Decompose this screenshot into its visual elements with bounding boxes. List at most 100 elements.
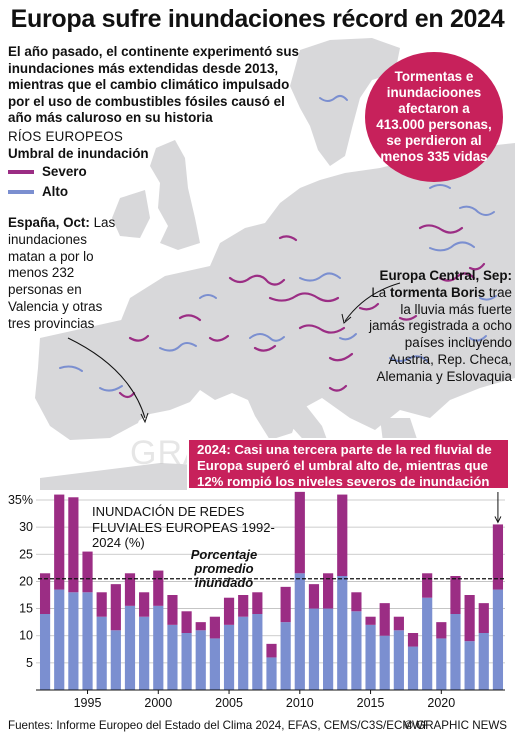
bar-severe [139, 592, 150, 617]
bar-severe [68, 497, 79, 593]
bar-high [266, 657, 277, 690]
average-label: Porcentaje promedio inundado [186, 548, 262, 590]
bar-severe [209, 616, 220, 639]
x-tick-label: 2000 [144, 696, 172, 710]
bar-severe [464, 595, 475, 642]
land-ireland [112, 190, 150, 238]
bar-high [167, 624, 178, 690]
bar-severe [365, 616, 376, 625]
bar-severe [337, 494, 348, 576]
legend-heading: RÍOS EUROPEOS [8, 129, 123, 144]
bar-severe [294, 491, 305, 574]
bar-high [110, 630, 121, 690]
spain-arrowhead [140, 412, 149, 424]
average-label-line1: Porcentaje [190, 547, 258, 562]
axis-layer: 5 10 15 20 25 30 35% 1995 2000 2005 2010 2015 2020 [8, 492, 505, 710]
bar-high [393, 630, 404, 690]
bar-severe [379, 603, 390, 636]
spain-arrow [67, 337, 146, 419]
casualties-text: Tormentas e inundacioones afectaron a 41… [376, 69, 492, 164]
y-tick-label: 25 [19, 547, 33, 561]
central-europe-annotation: Europa Central, Sep: La tormenta Boris t… [362, 268, 512, 386]
bar-high [181, 633, 192, 690]
bar-high [365, 624, 376, 690]
bar-high [82, 592, 93, 690]
land-britain [150, 140, 200, 250]
bar-high [68, 592, 79, 690]
bar-high [436, 638, 447, 690]
bar-severe [393, 616, 404, 631]
bar-severe [110, 584, 121, 631]
bar-severe [167, 595, 178, 625]
average-label-line2: promedio [194, 561, 254, 576]
y-tick-label: 20 [19, 574, 33, 588]
bar-severe [96, 592, 107, 617]
legend-item-severe: Severo [8, 164, 87, 179]
bar-severe [252, 592, 263, 614]
footer: Fuentes: Informe Europeo del Estado del … [0, 716, 515, 736]
flood-bar-chart: 5 10 15 20 25 30 35% 1995 2000 2005 2010 2015 2020 [8, 491, 505, 710]
rivers-severe [118, 224, 486, 399]
spain-annotation: España, Oct: Las inundaciones matan a po… [8, 215, 126, 333]
y-tick-label: 15 [19, 602, 33, 616]
legend-label-high: Alto [42, 184, 69, 199]
bar-severe [223, 597, 235, 625]
bar-high [238, 616, 249, 690]
legend-swatch-severe [8, 169, 34, 174]
bar-high [450, 614, 461, 690]
y-tick-label: 5 [26, 656, 33, 670]
average-label-line3: inundado [194, 575, 254, 590]
bar-severe [124, 573, 136, 606]
legend-swatch-high [8, 189, 34, 194]
x-tick-label: 2010 [286, 696, 314, 710]
y-tick-label: 35% [8, 493, 33, 507]
bar-high [337, 576, 348, 690]
footer-source: Fuentes: Informe Europeo del Estado del … [8, 719, 431, 732]
bar-high [492, 589, 504, 690]
bars-layer [39, 491, 504, 690]
spain-annotation-text: Las inundaciones matan a por lo menos 23… [8, 215, 116, 331]
bar-high [39, 614, 51, 690]
bar-severe [308, 584, 320, 609]
bar-high [54, 589, 65, 690]
bar-high [323, 608, 334, 690]
spain-annotation-title: España, Oct: [8, 215, 90, 230]
bar-high [153, 605, 164, 690]
central-arrow [344, 282, 401, 322]
bar-high [294, 573, 305, 690]
bar-severe [82, 551, 93, 593]
bar-high [96, 616, 107, 690]
bar-high [478, 633, 489, 690]
bar-high [280, 622, 291, 690]
y-tick-label: 30 [19, 520, 33, 534]
callout-2024: 2024: Casi una tercera parte de la red f… [187, 438, 510, 490]
land-iberia [35, 318, 150, 440]
bar-high [464, 641, 475, 690]
bar-high [351, 611, 362, 690]
land-scandinavia [290, 38, 400, 166]
bar-severe [39, 573, 51, 614]
central-annotation-text-b: trae la lluvia más fuerte jamás registra… [369, 284, 512, 384]
bar-high [379, 635, 390, 690]
legend-item-high: Alto [8, 184, 68, 199]
bar-high [139, 616, 150, 690]
footer-brand: © GRAPHIC NEWS [404, 719, 507, 732]
bar-severe [323, 573, 334, 609]
bar-severe [153, 570, 164, 606]
x-tick-label: 2015 [357, 696, 385, 710]
bar-high [407, 646, 419, 690]
bar-severe [238, 595, 249, 617]
central-annotation-storm: tormenta Boris [389, 284, 486, 300]
bar-severe [181, 611, 192, 633]
casualties-bubble: Tormentas e inundacioones afectaron a 41… [365, 52, 503, 182]
intro-text: El año pasado, el continente experimentó… [8, 44, 299, 125]
bar-severe [266, 643, 277, 658]
x-tick-label: 1995 [74, 696, 102, 710]
bar-severe [450, 576, 461, 614]
bar-severe [492, 524, 504, 590]
central-annotation-text-a: La [371, 284, 390, 300]
bar-severe [407, 633, 419, 647]
y-tick-label: 10 [19, 629, 33, 643]
land-mainland [92, 143, 515, 440]
legend-label-severe: Severo [42, 164, 87, 179]
